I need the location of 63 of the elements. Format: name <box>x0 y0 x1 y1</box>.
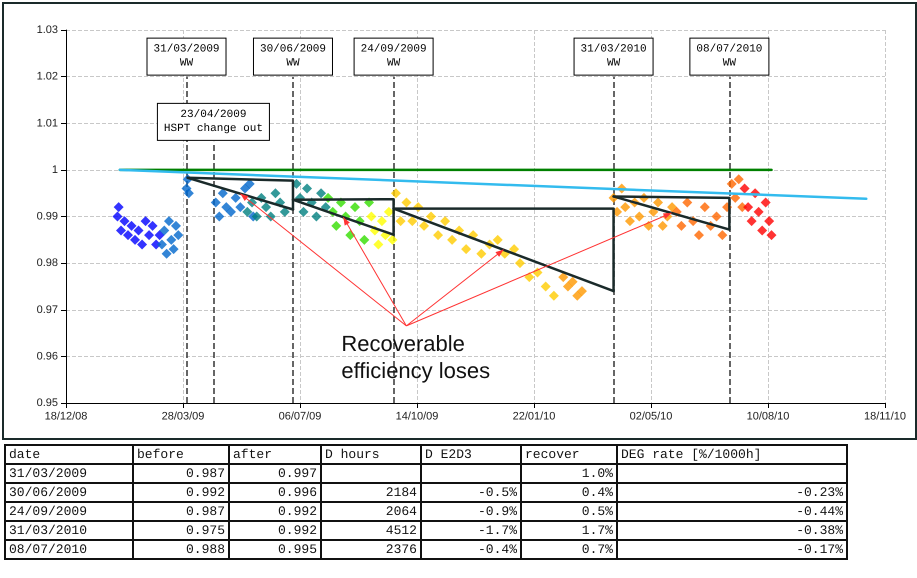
annotation: Recoverable efficiency loses <box>341 330 492 384</box>
y-tick-label: 0.99 <box>36 210 58 222</box>
category-label: recover <box>521 445 617 464</box>
text: 0.995 <box>278 542 317 557</box>
text: -0.38% <box>796 523 843 538</box>
text: 0.996 <box>278 485 317 500</box>
text: 0.4% <box>582 485 613 500</box>
text: 0.975 <box>186 523 225 538</box>
text: -0.9% <box>478 504 517 519</box>
y-tick-label: 0.95 <box>36 397 58 409</box>
category-label: before <box>133 445 229 464</box>
x-tick-label: 22/01/10 <box>512 410 556 422</box>
category-label: after <box>229 445 321 464</box>
y-tick-label: 0.97 <box>36 304 58 316</box>
ref-line-label: 08/07/2010 WW <box>696 44 762 70</box>
ref-line-label: 24/09/2009 WW <box>360 44 427 70</box>
text: 2064 <box>386 504 417 519</box>
ref-line-label: 31/03/2009 WW <box>154 44 220 70</box>
text: 1.7% <box>582 523 613 538</box>
text: 31/03/2010 <box>9 523 88 538</box>
x-tick-label: 06/07/09 <box>278 410 322 422</box>
category-label: DEG rate [%/1000h] <box>617 445 847 464</box>
text: 31/03/2009 <box>9 466 88 481</box>
x-tick-label: 14/10/09 <box>396 410 438 422</box>
y-tick-label: 0.98 <box>36 257 58 270</box>
ref-line-label: 30/06/2009 WW <box>260 44 326 70</box>
x-tick-label: 18/11/10 <box>864 410 906 422</box>
text: 0.7% <box>582 542 613 557</box>
text: 0.992 <box>278 504 317 519</box>
text: -0.23% <box>796 485 843 500</box>
text: -0.44% <box>796 504 843 519</box>
text: 0.992 <box>278 523 317 538</box>
ref-line-label: 31/03/2010 WW <box>580 44 647 70</box>
category-label: D E2D3 <box>421 445 521 464</box>
category-label: D hours <box>321 445 421 464</box>
text: 0.992 <box>186 485 225 500</box>
text: 24/09/2009 <box>9 504 88 519</box>
text: 0.997 <box>278 466 317 481</box>
x-tick-label: 18/12/08 <box>44 410 88 422</box>
text: -1.7% <box>478 523 517 538</box>
x-tick-label: 10/08/10 <box>746 410 790 422</box>
text: 2376 <box>386 542 417 557</box>
y-tick-label: 1.03 <box>36 24 58 36</box>
text: 0.987 <box>186 466 225 481</box>
y-tick-label: 1.01 <box>36 117 58 130</box>
text: 0.988 <box>186 542 225 557</box>
text: 4512 <box>386 523 417 538</box>
y-tick-label: 1 <box>52 164 58 176</box>
ref-line-label: 23/04/2009 HSPT change out <box>164 108 263 135</box>
text: 08/07/2010 <box>9 542 88 557</box>
y-tick-label: 1.02 <box>36 70 58 83</box>
text: -0.4% <box>478 542 517 557</box>
text: 1.0% <box>582 466 613 481</box>
text: 30/06/2009 <box>9 485 88 500</box>
x-tick-label: 02/05/10 <box>630 410 672 422</box>
text: -0.5% <box>478 485 517 500</box>
text: 2184 <box>386 485 417 500</box>
category-label: date <box>5 445 133 464</box>
x-tick-label: 28/03/09 <box>162 410 204 422</box>
y-tick-label: 0.96 <box>36 350 58 362</box>
text: -0.17% <box>796 542 843 557</box>
text: 0.987 <box>186 504 225 519</box>
text: 0.5% <box>582 504 613 519</box>
